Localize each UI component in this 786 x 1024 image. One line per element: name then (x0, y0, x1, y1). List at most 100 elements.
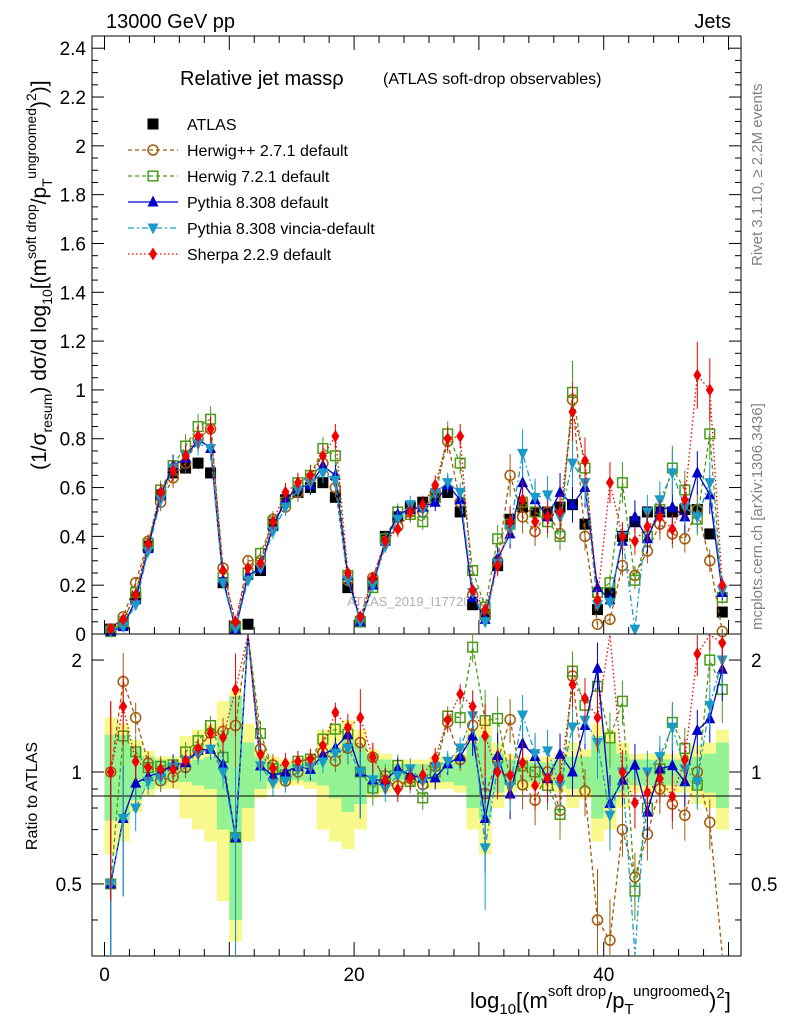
main-data-point (691, 512, 703, 524)
main-subtitle: (ATLAS soft-drop observables) (383, 71, 601, 88)
ratio-data-point (604, 810, 616, 822)
ratio-data-point (591, 661, 603, 673)
ratio-inner-band (241, 742, 255, 809)
main-data-point (381, 534, 390, 548)
rivet-version-label: Rivet 3.1.10, ≥ 2.2M events (749, 84, 766, 267)
main-data-point (467, 599, 479, 611)
main-ytick-label: 0.8 (60, 430, 86, 451)
main-data-point (531, 515, 540, 529)
ratio-data-point (431, 751, 440, 765)
ratio-data-point (492, 712, 504, 725)
ratio-data-point (130, 776, 142, 788)
legend-marker (147, 144, 159, 156)
header-right: Jets (694, 11, 731, 33)
ratio-data-point (481, 729, 490, 743)
legend: ATLAS Herwig++ 2.7.1 default Herwig 7.2.1 … (128, 117, 375, 264)
ratio-data-point (267, 778, 279, 790)
ratio-data-point (368, 750, 377, 764)
main-data-point (293, 476, 302, 490)
main-data-point (518, 493, 527, 507)
main-ytick-label: 2.4 (60, 39, 87, 60)
main-data-point (393, 522, 402, 536)
main-data-point (704, 478, 716, 490)
ratio-data-point (144, 761, 153, 775)
ratio-data-point (281, 756, 290, 770)
ratio-data-point (354, 767, 366, 779)
ratio-data-point (618, 765, 627, 779)
ratio-data-point (254, 727, 267, 740)
ratio-ytick-label-right: 2 (751, 651, 762, 672)
main-data-point (131, 588, 140, 602)
main-data-point (580, 454, 589, 468)
main-data-point (306, 468, 315, 482)
ratio-data-point (529, 749, 541, 761)
main-data-point (342, 582, 354, 594)
main-data-point (169, 463, 178, 477)
main-data-point (716, 606, 728, 618)
ratio-ytick-label-left: 0.5 (56, 875, 82, 896)
ratio-series-line (110, 634, 723, 956)
ratio-data-point (704, 654, 716, 666)
ratio-data-point (567, 722, 579, 734)
ratio-data-point (616, 695, 628, 707)
main-data-point (431, 478, 440, 492)
main-data-point (567, 458, 579, 470)
ratio-data-point (456, 687, 465, 701)
ratio-data-point (568, 678, 577, 692)
main-data-point (542, 490, 554, 502)
ratio-data-point (142, 776, 154, 788)
main-data-point (454, 506, 466, 518)
main-data-point (242, 575, 254, 587)
main-data-point (144, 537, 153, 551)
ratio-data-point (691, 777, 703, 789)
header-left: 13000 GeV pp (106, 11, 235, 33)
ratio-data-point (543, 772, 552, 786)
ratio-data-point (467, 729, 479, 741)
legend-label: Pythia 8.308 default (187, 195, 329, 212)
main-data-point (205, 467, 217, 479)
ratio-data-point (343, 721, 352, 735)
ratio-ylabel: Ratio to ATLAS (24, 742, 41, 850)
ratio-data-point (442, 756, 454, 768)
ratio-data-point (279, 776, 291, 788)
main-ytick-label: 1.8 (60, 186, 86, 207)
main-data-point (668, 522, 677, 536)
main-data-point (106, 622, 115, 636)
main-data-point (629, 510, 641, 522)
ratio-data-point (704, 700, 716, 712)
ratio-xtick-label: 0 (99, 965, 110, 986)
main-data-point (368, 571, 377, 585)
ratio-data-point (693, 647, 702, 661)
main-data-point (492, 533, 504, 545)
ratio-data-point (329, 723, 341, 735)
ratio-data-point (504, 713, 516, 726)
main-data-point (655, 510, 664, 524)
main-data-point (605, 476, 614, 490)
ratio-data-point (531, 778, 540, 792)
main-ytick-label: 0 (75, 625, 86, 646)
ratio-data-point (231, 682, 240, 696)
ratio-data-point (119, 700, 128, 714)
ratio-data-point (604, 934, 616, 946)
ratio-data-point (467, 641, 479, 653)
ratio-inner-band (329, 749, 342, 799)
ratio-data-point (518, 756, 527, 770)
main-title: Relative jet massρ (180, 68, 344, 90)
ratio-data-point (593, 711, 602, 725)
main-data-point (194, 429, 203, 443)
legend-marker (147, 223, 159, 235)
legend-marker (147, 118, 159, 130)
main-series-line (110, 442, 723, 633)
main-data-point (629, 624, 641, 636)
main-ytick-label: 0.4 (60, 527, 87, 548)
ratio-data-point (579, 785, 591, 797)
ratio-data-point (329, 748, 341, 760)
ratio-data-point (106, 765, 115, 779)
ratio-data-point (454, 743, 466, 755)
ratio-data-point (342, 743, 354, 755)
ratio-ytick-label-left: 1 (71, 763, 82, 784)
main-data-point (468, 583, 477, 597)
ratio-data-point (230, 832, 242, 844)
main-data-point (604, 597, 616, 609)
ratio-data-point (318, 739, 327, 753)
